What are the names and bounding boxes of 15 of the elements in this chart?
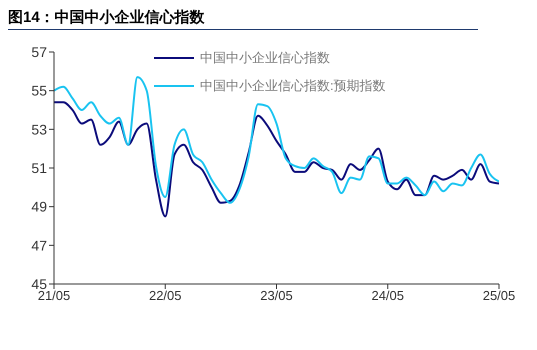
legend-label: 中国中小企业信心指数:预期指数 (200, 77, 386, 95)
line-series (54, 76, 499, 204)
line-series (54, 101, 499, 218)
chart-title: 图14：中国中小企业信心指数 (8, 8, 478, 30)
y-tick-label: 47 (31, 237, 48, 254)
y-tick-label: 49 (31, 198, 48, 215)
y-tick-label: 53 (31, 121, 48, 138)
x-tick-label: 23/05 (260, 288, 293, 304)
x-tick-label: 24/05 (371, 288, 404, 304)
x-tick-label: 22/05 (148, 288, 182, 304)
legend-label: 中国中小企业信心指数 (200, 49, 330, 67)
y-tick-label: 57 (31, 44, 48, 60)
y-tick-label: 55 (31, 82, 48, 99)
x-tick-label: 25/05 (482, 288, 516, 304)
y-tick-label: 51 (31, 160, 48, 176)
